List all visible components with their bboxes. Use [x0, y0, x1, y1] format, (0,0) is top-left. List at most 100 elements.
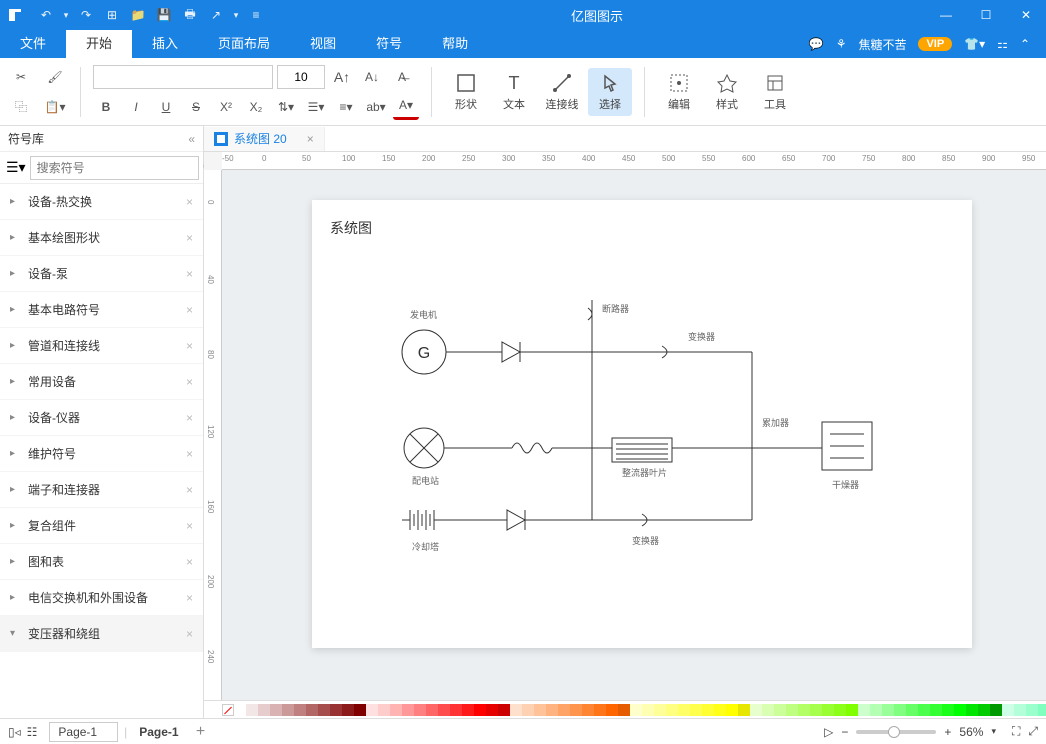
library-menu-icon[interactable]: ☰▾	[6, 159, 26, 176]
page-nav-icon[interactable]: ▯◃	[8, 725, 21, 739]
color-swatch[interactable]	[546, 704, 558, 716]
color-swatch[interactable]	[942, 704, 954, 716]
decrease-font-button[interactable]: A↓	[359, 64, 385, 90]
tab-file[interactable]: 文件	[0, 30, 66, 58]
shape-tool[interactable]: 形状	[444, 68, 488, 116]
bullets-button[interactable]: ☰▾	[303, 94, 329, 120]
color-swatch[interactable]	[474, 704, 486, 716]
color-swatch[interactable]	[930, 704, 942, 716]
color-swatch[interactable]	[426, 704, 438, 716]
color-swatch[interactable]	[486, 704, 498, 716]
zoom-slider[interactable]	[856, 730, 936, 734]
library-item[interactable]: ▸常用设备×	[0, 364, 203, 400]
color-swatch[interactable]	[510, 704, 522, 716]
color-swatch[interactable]	[858, 704, 870, 716]
color-swatch[interactable]	[834, 704, 846, 716]
color-swatch[interactable]	[594, 704, 606, 716]
color-swatch[interactable]	[1038, 704, 1046, 716]
color-swatch[interactable]	[390, 704, 402, 716]
no-color-swatch[interactable]	[222, 704, 234, 716]
color-swatch[interactable]	[258, 704, 270, 716]
edit-tool[interactable]: 编辑	[657, 68, 701, 116]
tab-view[interactable]: 视图	[290, 30, 356, 58]
color-swatch[interactable]	[318, 704, 330, 716]
library-item[interactable]: ▸电信交换机和外围设备×	[0, 580, 203, 616]
minimize-button[interactable]: —	[926, 0, 966, 30]
library-item[interactable]: ▸设备-泵×	[0, 256, 203, 292]
zoom-out-button[interactable]: −	[841, 725, 848, 739]
font-color-button[interactable]: A▾	[393, 94, 419, 120]
apps-icon[interactable]: ⚏	[997, 37, 1008, 51]
color-swatch[interactable]	[522, 704, 534, 716]
color-swatch[interactable]	[762, 704, 774, 716]
more-button[interactable]: ≡	[244, 3, 268, 27]
color-swatch[interactable]	[846, 704, 858, 716]
color-swatch[interactable]	[534, 704, 546, 716]
print-button[interactable]: 🖶	[178, 3, 202, 27]
color-swatch[interactable]	[750, 704, 762, 716]
color-swatch[interactable]	[294, 704, 306, 716]
tab-symbol[interactable]: 符号	[356, 30, 422, 58]
library-item[interactable]: ▸基本电路符号×	[0, 292, 203, 328]
strikethrough-button[interactable]: S	[183, 94, 209, 120]
save-button[interactable]: 💾	[152, 3, 176, 27]
color-swatch[interactable]	[678, 704, 690, 716]
clear-format-button[interactable]: A̶	[389, 64, 415, 90]
color-swatch[interactable]	[498, 704, 510, 716]
color-swatch[interactable]	[714, 704, 726, 716]
undo-button[interactable]: ↶	[34, 3, 58, 27]
color-swatch[interactable]	[1026, 704, 1038, 716]
color-swatch[interactable]	[798, 704, 810, 716]
tab-pagelayout[interactable]: 页面布局	[198, 30, 290, 58]
color-swatch[interactable]	[606, 704, 618, 716]
collapse-left-panel[interactable]: «	[188, 132, 195, 146]
color-swatch[interactable]	[882, 704, 894, 716]
color-swatch[interactable]	[978, 704, 990, 716]
library-item-expanded[interactable]: ▾变压器和绕组×	[0, 616, 203, 652]
align-button[interactable]: ≡▾	[333, 94, 359, 120]
color-swatch[interactable]	[774, 704, 786, 716]
library-item[interactable]: ▸设备-热交换×	[0, 184, 203, 220]
tab-help[interactable]: 帮助	[422, 30, 488, 58]
color-swatch[interactable]	[366, 704, 378, 716]
search-input[interactable]	[30, 156, 199, 180]
copy-button[interactable]: ⿻	[8, 94, 34, 120]
export-dropdown[interactable]: ▾	[230, 3, 242, 27]
user-name[interactable]: 焦糖不苦	[858, 36, 906, 53]
tab-home[interactable]: 开始	[66, 30, 132, 58]
presentation-icon[interactable]: ▷	[824, 725, 833, 739]
undo-dropdown[interactable]: ▾	[60, 3, 72, 27]
close-button[interactable]: ✕	[1006, 0, 1046, 30]
close-tab-icon[interactable]: ×	[307, 132, 314, 146]
color-swatch[interactable]	[282, 704, 294, 716]
color-swatch[interactable]	[1014, 704, 1026, 716]
color-swatch[interactable]	[270, 704, 282, 716]
redo-button[interactable]: ↷	[74, 3, 98, 27]
color-swatch[interactable]	[234, 704, 246, 716]
maximize-button[interactable]: ☐	[966, 0, 1006, 30]
color-swatch[interactable]	[726, 704, 738, 716]
library-item[interactable]: ▸管道和连接线×	[0, 328, 203, 364]
color-swatch[interactable]	[894, 704, 906, 716]
tools-tool[interactable]: 工具	[753, 68, 797, 116]
italic-button[interactable]: I	[123, 94, 149, 120]
export-button[interactable]: ↗	[204, 3, 228, 27]
color-swatch[interactable]	[402, 704, 414, 716]
color-swatch[interactable]	[462, 704, 474, 716]
page-list-icon[interactable]: ☷	[27, 725, 38, 739]
connector-tool[interactable]: 连接线	[540, 68, 584, 116]
canvas-scroll[interactable]: 系统图 G	[222, 170, 1046, 700]
color-swatch[interactable]	[582, 704, 594, 716]
library-item[interactable]: ▸端子和连接器×	[0, 472, 203, 508]
zoom-in-button[interactable]: +	[944, 725, 951, 739]
page-selector[interactable]: Page-1	[49, 722, 118, 742]
color-swatch[interactable]	[954, 704, 966, 716]
library-item[interactable]: ▸维护符号×	[0, 436, 203, 472]
page-tab[interactable]: Page-1	[127, 721, 190, 743]
paste-button[interactable]: 📋▾	[42, 94, 68, 120]
open-button[interactable]: 📁	[126, 3, 150, 27]
style-tool[interactable]: 样式	[705, 68, 749, 116]
share-icon[interactable]: ⚘	[836, 37, 847, 51]
cut-button[interactable]: ✂	[8, 64, 34, 90]
color-swatch[interactable]	[414, 704, 426, 716]
